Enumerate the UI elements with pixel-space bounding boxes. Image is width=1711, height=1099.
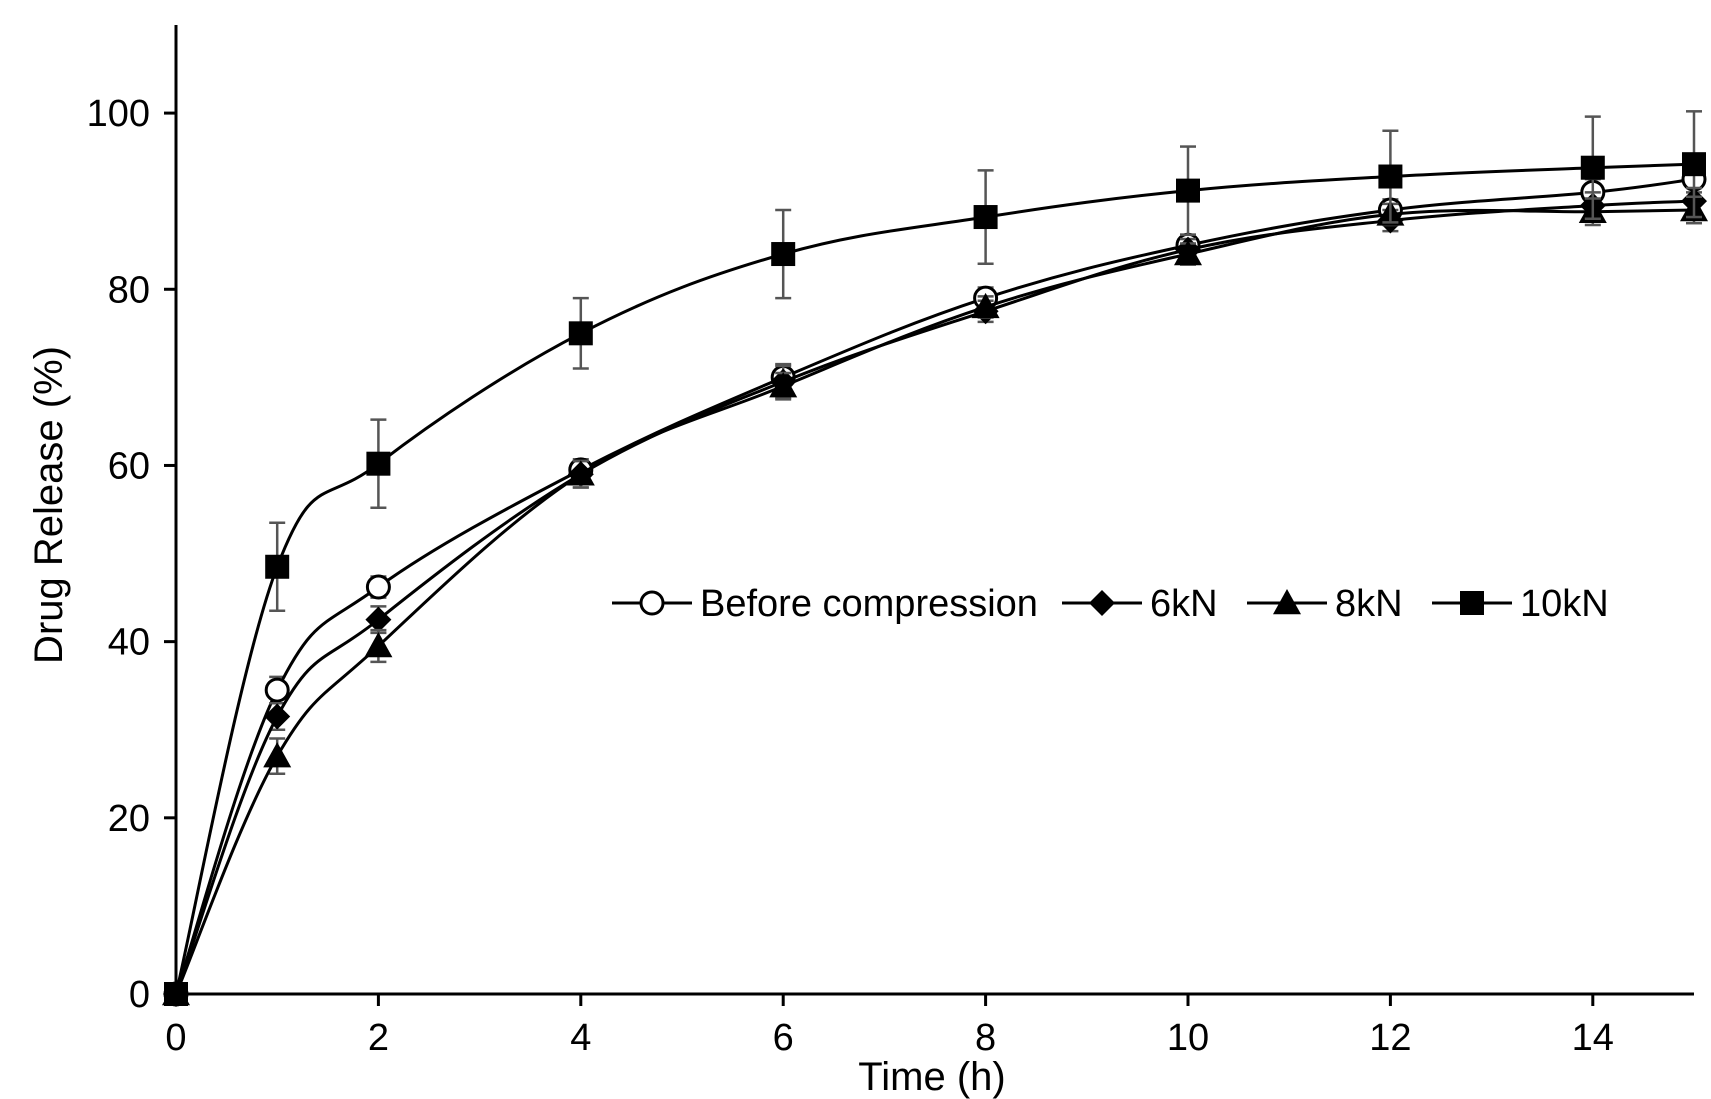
data-point — [1174, 240, 1202, 266]
y-tick-label: 60 — [108, 445, 150, 487]
x-tick-label: 12 — [1369, 1017, 1411, 1059]
x-tick-label: 6 — [773, 1017, 794, 1059]
data-point — [365, 606, 392, 633]
legend-label: Before compression — [700, 583, 1038, 625]
x-tick-label: 10 — [1167, 1017, 1209, 1059]
legend: Before compression 6kN 8kN 10kN — [612, 583, 1609, 625]
data-point — [264, 703, 291, 730]
x-axis-title: Time (h) — [858, 1055, 1005, 1099]
x-tick-label: 8 — [975, 1017, 996, 1059]
legend-marker — [1273, 589, 1301, 615]
series-3 — [164, 110, 1706, 1006]
legend-marker — [639, 590, 665, 616]
legend-label: 10kN — [1520, 583, 1609, 625]
data-point — [366, 451, 391, 476]
legend-marker — [1460, 591, 1484, 615]
legend-item-3: 10kN — [1432, 583, 1609, 625]
x-tick-label: 14 — [1572, 1017, 1614, 1059]
data-point — [164, 982, 188, 1006]
legend-item-2: 8kN — [1247, 583, 1403, 625]
x-tick-label: 0 — [165, 1017, 186, 1059]
series-line — [174, 177, 1695, 995]
y-tick-label: 40 — [108, 622, 150, 664]
legend-item-0: Before compression — [612, 583, 1038, 625]
legend-label: 8kN — [1335, 583, 1403, 625]
data-point — [771, 242, 796, 267]
legend-marker — [1089, 590, 1115, 616]
data-point — [265, 554, 290, 579]
y-tick-label: 100 — [87, 93, 150, 135]
data-point — [971, 292, 1000, 319]
y-tick-label: 20 — [108, 798, 150, 840]
data-point — [769, 372, 798, 398]
y-axis-title: Drug Release (%) — [27, 346, 71, 664]
data-point — [566, 460, 595, 486]
data-point — [1682, 152, 1706, 177]
data-point — [264, 677, 290, 703]
x-tick-label: 2 — [368, 1017, 389, 1059]
legend-label: 6kN — [1150, 583, 1218, 625]
data-point — [1580, 155, 1605, 180]
y-tick-label: 0 — [129, 974, 150, 1016]
data-point — [568, 321, 593, 346]
series-line — [174, 162, 1695, 995]
data-point — [263, 742, 292, 768]
data-point — [1176, 178, 1200, 203]
series-group — [162, 110, 1708, 1007]
axes: 0 20 40 60 80 100 0 2 4 6 8 10 12 14 — [87, 25, 1694, 1059]
data-point — [973, 205, 998, 230]
series-line — [174, 208, 1695, 995]
x-tick-label: 4 — [570, 1017, 591, 1059]
data-point — [365, 574, 391, 600]
legend-item-1: 6kN — [1062, 583, 1218, 625]
data-point — [364, 632, 393, 658]
data-point — [1378, 164, 1403, 189]
series-line — [174, 199, 1695, 995]
y-tick-label: 80 — [108, 269, 150, 311]
